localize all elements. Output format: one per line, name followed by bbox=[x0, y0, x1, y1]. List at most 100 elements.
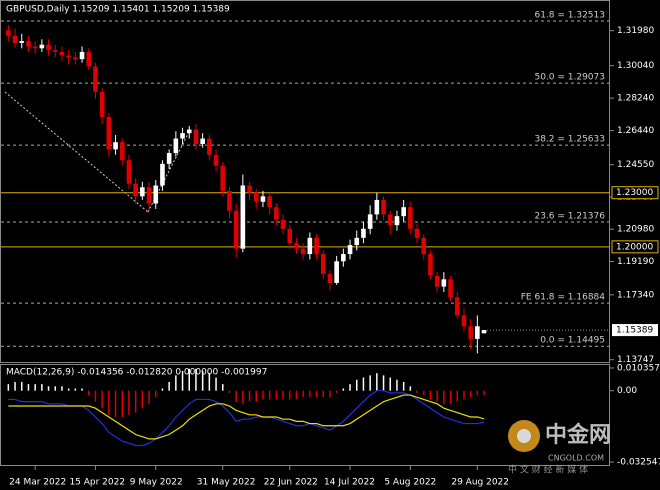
candle-body bbox=[387, 214, 393, 226]
candle-body bbox=[119, 142, 125, 161]
candle-body bbox=[240, 185, 246, 249]
x-tick-label: 9 May 2022 bbox=[130, 478, 183, 488]
candle-body bbox=[6, 30, 11, 36]
y-tick-label: 1.13747 bbox=[617, 355, 654, 365]
y-tick-label: 1.24550 bbox=[617, 160, 654, 170]
fib-level-label: 50.0 = 1.29073 bbox=[534, 73, 605, 83]
candle-body bbox=[247, 185, 252, 193]
x-tick-label: 29 Aug 2022 bbox=[451, 478, 509, 488]
candle-body bbox=[334, 261, 339, 283]
price-level-label: 1.20000 bbox=[616, 242, 653, 252]
last-price-label: 1.15389 bbox=[616, 326, 653, 336]
plot-layer: 1.319801.300401.282401.264401.245501.227… bbox=[1, 11, 660, 488]
x-tick-label: 14 Jul 2022 bbox=[324, 478, 375, 488]
candle-body bbox=[213, 154, 219, 166]
candle-body bbox=[153, 185, 159, 204]
candle-body bbox=[19, 41, 25, 43]
price-level-box bbox=[611, 240, 659, 254]
candle-body bbox=[207, 138, 212, 155]
candle-body bbox=[146, 187, 152, 204]
candle-body bbox=[448, 279, 453, 298]
candle-body bbox=[314, 237, 319, 255]
candle-body bbox=[428, 254, 433, 276]
candle-body bbox=[93, 66, 98, 92]
x-tick-label: 22 Jun 2022 bbox=[264, 478, 318, 488]
x-tick-label: 31 May 2022 bbox=[197, 478, 256, 488]
candle-body bbox=[32, 46, 38, 49]
last-price-box bbox=[612, 324, 658, 337]
candle-body bbox=[327, 273, 333, 283]
fib-trend-line bbox=[4, 91, 149, 213]
candle-body bbox=[193, 129, 199, 144]
candle-body bbox=[434, 275, 440, 287]
fib-level-label: 0.0 = 1.14495 bbox=[540, 336, 605, 346]
price-level-label: 1.23000 bbox=[616, 188, 653, 198]
watermark-site: CNGOLD.COM bbox=[548, 454, 604, 463]
y-tick-label: 1.31980 bbox=[617, 26, 654, 36]
candle-body bbox=[394, 216, 400, 226]
y-tick-label: 1.17340 bbox=[617, 290, 654, 300]
x-tick-label: 15 Apr 2022 bbox=[69, 478, 125, 488]
candle-body bbox=[401, 207, 406, 217]
watermark-icon bbox=[517, 429, 531, 443]
candle-body bbox=[253, 192, 259, 202]
candle-body bbox=[421, 237, 427, 255]
fib-level-label: 61.8 = 1.32513 bbox=[534, 11, 605, 21]
x-tick-label: 5 Aug 2022 bbox=[384, 478, 436, 488]
candle-body bbox=[180, 133, 185, 139]
candle-body bbox=[287, 228, 293, 244]
watermark-slogan: 中 文 财 经 新 媒 体 bbox=[508, 464, 588, 476]
candle-body bbox=[99, 91, 105, 117]
y-tick-label: 1.30040 bbox=[617, 61, 654, 71]
candle-body bbox=[86, 51, 92, 67]
candle-body bbox=[133, 183, 138, 197]
candle-body bbox=[307, 237, 313, 255]
candle-body bbox=[454, 297, 460, 316]
price-pane-frame bbox=[0, 0, 610, 363]
macd-line bbox=[8, 394, 485, 440]
candle-body bbox=[173, 138, 179, 153]
candle-body bbox=[468, 326, 473, 339]
candle-body bbox=[461, 315, 467, 327]
candle-body bbox=[280, 219, 286, 229]
candle-body bbox=[200, 138, 205, 144]
candle-body bbox=[227, 190, 232, 211]
candle-body bbox=[475, 326, 480, 339]
candle-body bbox=[46, 44, 51, 51]
candle-body bbox=[39, 44, 45, 49]
candle-body bbox=[274, 207, 279, 220]
candle-body bbox=[481, 330, 487, 334]
fib-level-label: 38.2 = 1.25633 bbox=[534, 135, 605, 145]
chart-title: GBPUSD,Daily 1.15209 1.15401 1.15209 1.1… bbox=[6, 5, 230, 15]
candle-body bbox=[408, 207, 413, 229]
y-tick-label: 0.010357 bbox=[617, 364, 660, 374]
candle-body bbox=[300, 248, 306, 255]
candle-body bbox=[414, 228, 420, 238]
candle-body bbox=[381, 199, 386, 215]
macd-line bbox=[8, 390, 485, 447]
candle-body bbox=[361, 228, 366, 238]
candle-body bbox=[374, 199, 380, 215]
candle-body bbox=[166, 152, 172, 164]
y-tick-label: 1.20980 bbox=[617, 225, 654, 235]
candle-body bbox=[260, 196, 266, 202]
candle-body bbox=[320, 254, 326, 274]
y-tick-label: 1.26440 bbox=[617, 126, 654, 136]
candle-body bbox=[186, 129, 192, 134]
candle-body bbox=[160, 163, 165, 186]
candle-body bbox=[106, 116, 112, 150]
candle-body bbox=[441, 279, 447, 287]
watermark-logo: 中金网 bbox=[545, 422, 611, 448]
candle-body bbox=[79, 51, 85, 60]
fib-level-label: FE 61.8 = 1.16884 bbox=[521, 293, 606, 303]
x-tick-label: 24 Mar 2022 bbox=[9, 478, 66, 488]
candle-body bbox=[59, 51, 65, 56]
y-tick-label: 0.00 bbox=[617, 386, 637, 396]
candle-body bbox=[341, 254, 346, 262]
candle-body bbox=[66, 55, 71, 58]
candle-body bbox=[354, 237, 360, 246]
y-tick-label: 1.19190 bbox=[617, 257, 654, 267]
macd-title: MACD(12,26,9) -0.014356 -0.012820 0.0000… bbox=[6, 368, 267, 378]
